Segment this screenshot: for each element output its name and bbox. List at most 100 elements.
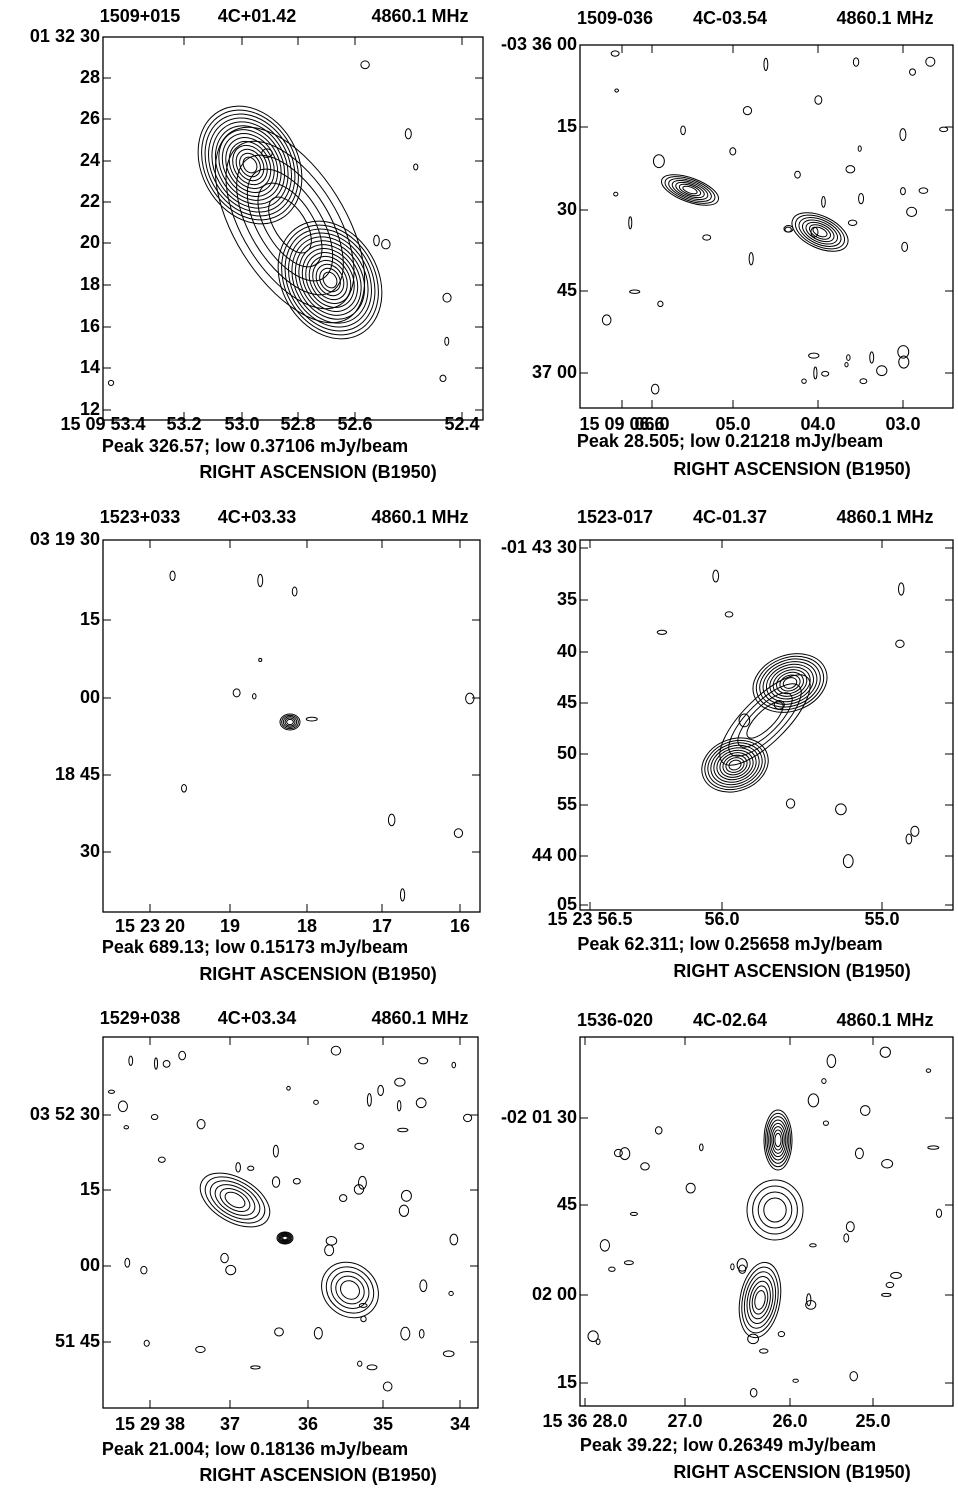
dec-tick-label: -02 01 30 <box>501 1107 577 1127</box>
dec-tick-label: 02 00 <box>532 1284 577 1304</box>
noise-contour <box>401 1190 411 1201</box>
map-source: 1509+015 <box>100 6 181 26</box>
noise-contour <box>749 253 753 265</box>
contour <box>753 1290 766 1310</box>
noise-contour <box>936 1209 941 1217</box>
noise-contour <box>630 1212 637 1215</box>
noise-contour <box>926 57 935 66</box>
contour <box>287 719 294 724</box>
x-axis-label: RIGHT ASCENSION (B1950) <box>199 1465 436 1485</box>
contour <box>282 228 379 332</box>
peak-note: Peak 62.311; low 0.25658 mJy/beam <box>577 934 882 954</box>
noise-contour <box>248 1166 254 1170</box>
map-source: 1523-017 <box>577 507 653 527</box>
noise-contour <box>253 694 256 699</box>
noise-contour <box>414 164 418 170</box>
noise-contour <box>725 612 733 617</box>
noise-contour <box>196 1346 206 1352</box>
noise-contour <box>629 217 632 229</box>
noise-contour <box>405 129 411 139</box>
map-name: 4C+03.33 <box>218 507 297 527</box>
noise-contour <box>827 1055 836 1068</box>
noise-contour <box>378 1085 384 1095</box>
dec-tick-label: 14 <box>80 357 100 377</box>
noise-contour <box>750 1388 757 1397</box>
noise-contour <box>814 367 817 379</box>
noise-contour <box>151 1115 157 1120</box>
dec-tick-label: 30 <box>557 199 577 219</box>
noise-contour <box>615 89 619 92</box>
noise-contour <box>600 1240 609 1251</box>
dec-tick-label: 26 <box>80 108 100 128</box>
noise-contour <box>118 1101 127 1112</box>
ra-tick-label: 55.0 <box>864 909 899 929</box>
noise-contour <box>853 58 858 66</box>
noise-contour <box>221 1253 229 1262</box>
noise-contour <box>822 371 829 376</box>
noise-contour <box>764 58 768 70</box>
dec-tick-label: 37 00 <box>532 362 577 382</box>
ra-tick-label: 27.0 <box>667 1411 702 1431</box>
dec-tick-label: 44 00 <box>532 845 577 865</box>
noise-contour <box>859 193 864 203</box>
noise-contour <box>870 352 874 363</box>
noise-contour <box>273 1145 278 1157</box>
dec-tick-label: 18 <box>80 274 100 294</box>
ra-tick-label: 34 <box>450 1414 470 1434</box>
map-panel: 1509+0154C+01.424860.1 MHz01 32 30282624… <box>30 6 483 482</box>
noise-contour <box>108 1090 114 1093</box>
map-name: 4C+03.34 <box>218 1008 297 1028</box>
map-panel: 1523+0334C+03.334860.1 MHz03 19 30150018… <box>30 507 480 984</box>
contour <box>799 215 841 249</box>
noise-contour <box>374 235 380 246</box>
ra-tick-label: 26.0 <box>772 1411 807 1431</box>
x-axis-label: RIGHT ASCENSION (B1950) <box>199 964 436 984</box>
noise-contour <box>880 1047 890 1057</box>
noise-contour <box>846 1222 854 1232</box>
map-source: 1523+033 <box>100 507 181 527</box>
noise-contour <box>388 814 394 826</box>
noise-contour <box>314 1100 319 1104</box>
ra-tick-label: 35 <box>373 1414 393 1434</box>
noise-contour <box>795 171 801 178</box>
noise-contour <box>124 1126 129 1129</box>
map-frequency: 4860.1 MHz <box>371 6 468 26</box>
contour <box>766 1113 791 1166</box>
noise-contour <box>657 630 666 634</box>
dec-tick-label: 00 <box>80 687 100 707</box>
noise-contour <box>843 855 853 868</box>
noise-contour <box>440 375 446 381</box>
noise-contour <box>809 353 819 358</box>
noise-contour <box>760 1349 768 1353</box>
dec-tick-label: 15 <box>557 116 577 136</box>
noise-contour <box>609 1267 615 1271</box>
noise-contour <box>848 220 857 225</box>
map-frequency: 4860.1 MHz <box>836 8 933 28</box>
map-frame <box>103 37 483 420</box>
noise-contour <box>822 1079 826 1084</box>
noise-contour <box>355 1143 364 1149</box>
noise-contour <box>382 240 390 249</box>
dec-tick-label: 18 45 <box>55 764 100 784</box>
peak-note: Peak 21.004; low 0.18136 mJy/beam <box>102 1439 408 1459</box>
noise-contour <box>416 1098 426 1108</box>
figure: 1509+0154C+01.424860.1 MHz01 32 30282624… <box>0 0 958 1494</box>
map-source: 1509-036 <box>577 8 653 28</box>
dec-tick-label: 40 <box>557 641 577 661</box>
dec-tick-label: 20 <box>80 232 100 252</box>
noise-contour <box>653 155 664 168</box>
noise-contour <box>367 1365 377 1370</box>
ra-tick-label: 25.0 <box>855 1411 890 1431</box>
noise-contour <box>815 96 822 105</box>
map-frame <box>580 1037 953 1406</box>
noise-contour <box>620 1148 630 1160</box>
noise-contour <box>739 1265 746 1273</box>
noise-contour <box>383 1382 392 1391</box>
noise-contour <box>306 717 317 721</box>
noise-contour <box>902 242 908 251</box>
noise-contour <box>361 1316 366 1322</box>
map-frequency: 4860.1 MHz <box>836 507 933 527</box>
noise-contour <box>419 1058 428 1064</box>
ra-tick-label: 17 <box>372 916 392 936</box>
dec-tick-label: 16 <box>80 316 100 336</box>
